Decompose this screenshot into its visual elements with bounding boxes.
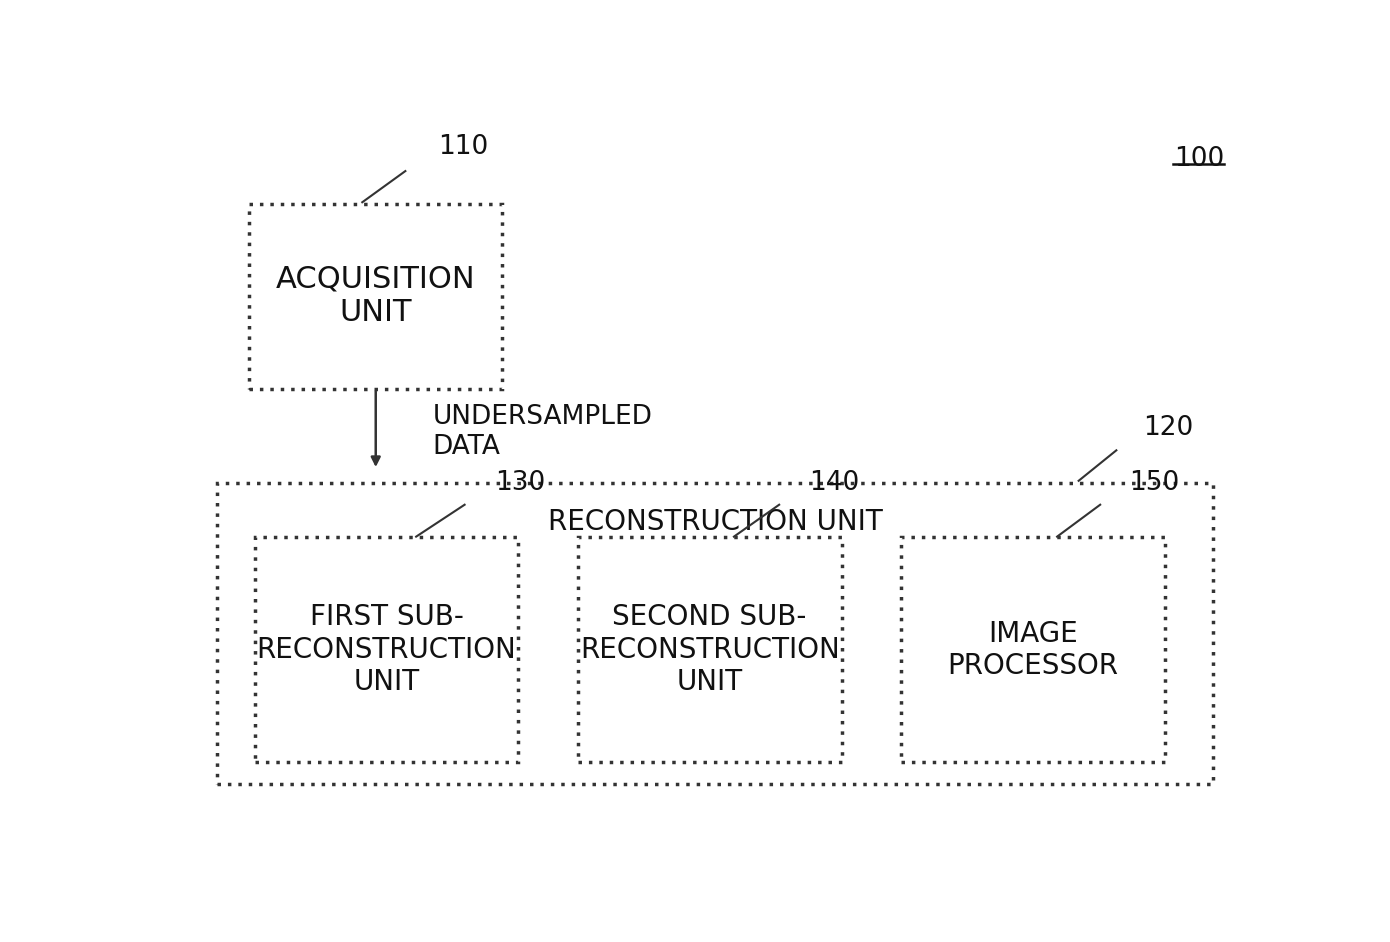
Text: 130: 130 bbox=[495, 470, 545, 496]
Bar bbox=[578, 537, 842, 762]
Text: 100: 100 bbox=[1175, 146, 1225, 171]
Text: UNDERSAMPLED
DATA: UNDERSAMPLED DATA bbox=[432, 404, 652, 461]
Text: ACQUISITION
UNIT: ACQUISITION UNIT bbox=[277, 265, 475, 328]
Text: 110: 110 bbox=[438, 134, 488, 160]
Bar bbox=[217, 483, 1213, 784]
Text: FIRST SUB-
RECONSTRUCTION
UNIT: FIRST SUB- RECONSTRUCTION UNIT bbox=[257, 604, 516, 696]
Text: RECONSTRUCTION UNIT: RECONSTRUCTION UNIT bbox=[548, 509, 883, 536]
Text: 150: 150 bbox=[1129, 470, 1180, 496]
Text: IMAGE
PROCESSOR: IMAGE PROCESSOR bbox=[948, 620, 1119, 680]
Text: 140: 140 bbox=[809, 470, 859, 496]
Text: SECOND SUB-
RECONSTRUCTION
UNIT: SECOND SUB- RECONSTRUCTION UNIT bbox=[580, 604, 840, 696]
Bar bbox=[249, 203, 502, 389]
Text: 120: 120 bbox=[1144, 414, 1194, 441]
Bar bbox=[254, 537, 518, 762]
Bar bbox=[901, 537, 1165, 762]
